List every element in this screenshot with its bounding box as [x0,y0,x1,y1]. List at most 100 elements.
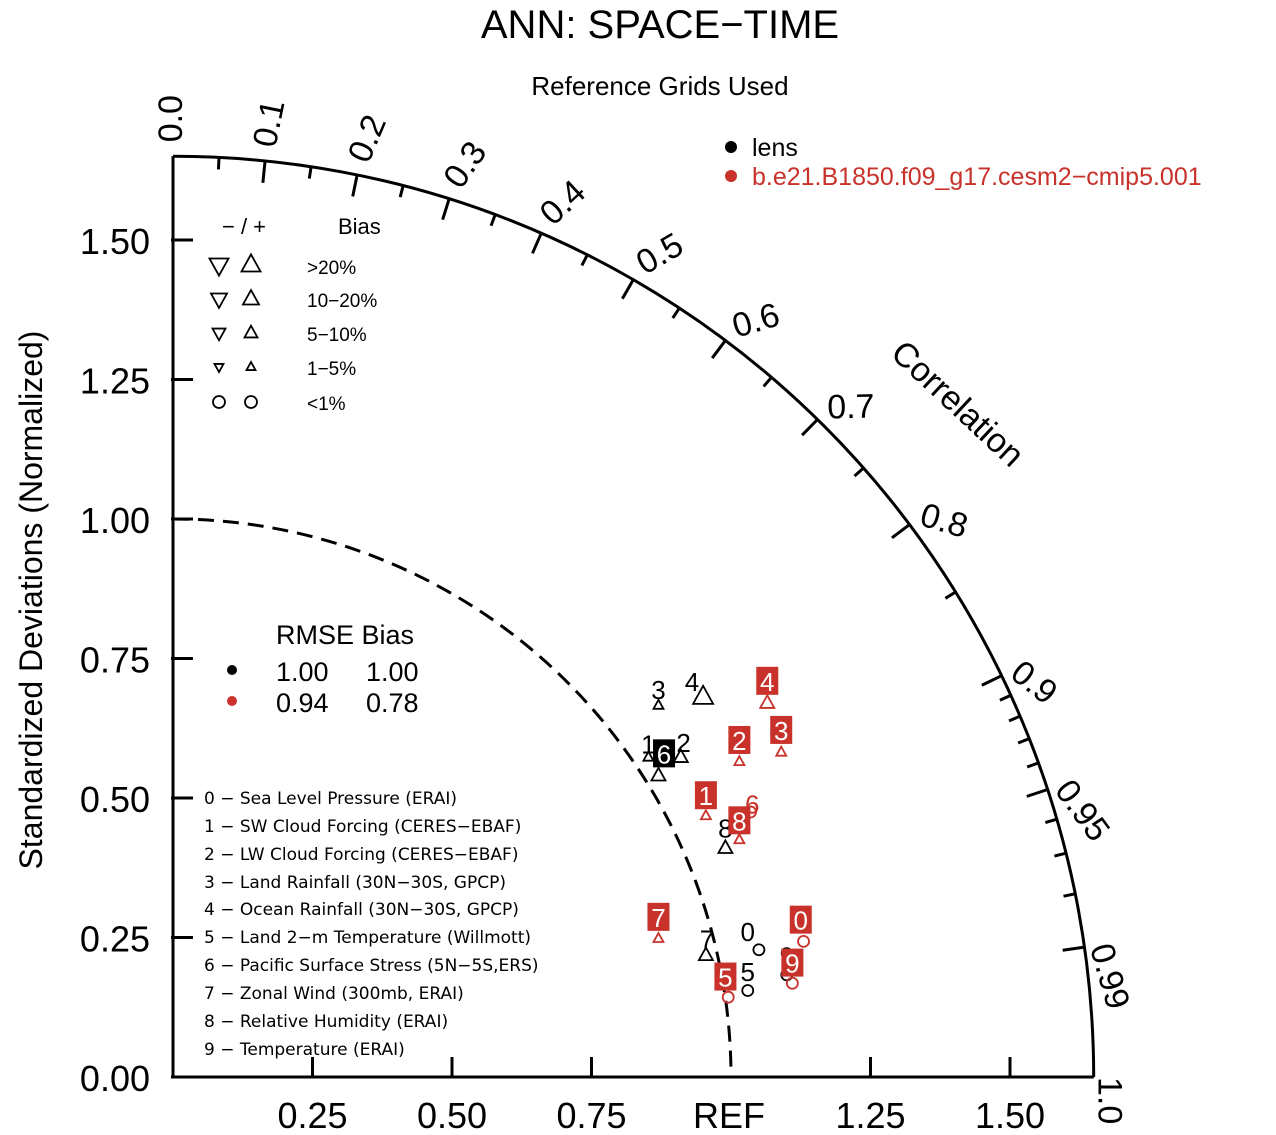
chart-title: ANN: SPACE−TIME [481,3,839,47]
variable-item: 7 − Zonal Wind (300mb, ERAI) [204,984,464,1004]
point-label-box [756,666,779,695]
correlation-tick [981,674,1003,687]
point-label: 0 [741,917,755,947]
y-tick-label: 1.00 [80,500,150,541]
correlation-minor-tick [762,376,773,388]
correlation-minor-tick [1044,817,1058,825]
correlation-tick [891,523,911,539]
data-point [699,808,713,821]
x-tick-label: 0.75 [556,1095,626,1135]
point-label: 5 [718,963,732,993]
y-tick-label: 0.75 [80,640,150,681]
correlation-tick [1062,945,1085,952]
y-tick-label: 0.25 [80,919,150,960]
series-legend-marker-lens [725,141,737,153]
point-label: 8 [732,806,746,836]
variable-item: 1 − SW Cloud Forcing (CERES−EBAF) [204,817,521,837]
correlation-arc [172,154,1096,1078]
data-point [641,749,655,762]
bias-legend-marker-positive [242,323,260,339]
point-label: 3 [774,716,788,746]
bias-legend-row-label: <1% [307,394,346,415]
bias-legend-value: 0.78 [366,688,419,718]
correlation-tick [261,160,267,183]
bias-legend-marker-positive [244,395,258,409]
correlation-tick-label: 1.0 [1091,1077,1129,1124]
data-point [732,754,746,767]
bias-legend-row-label: >20% [307,258,356,279]
correlation-tick [441,198,451,221]
bias-legend-value: 1.00 [366,657,419,687]
variable-item: 4 − Ocean Rainfall (30N−30S, GPCP) [204,900,519,920]
correlation-minor-tick [1026,761,1039,769]
data-point [672,747,690,763]
point-label: 1 [641,729,655,759]
bias-legend-row-label: 5−10% [307,325,367,346]
data-point [716,838,734,854]
data-point [721,990,735,1004]
correlation-tick-label: 0.6 [728,296,784,346]
y-tick-label: 1.50 [80,221,150,262]
series-legend-label: b.e21.B1850.f09_g17.cesm2−cmip5.001 [752,163,1202,191]
correlation-minor-tick [489,214,497,227]
x-tick-label: 1.25 [835,1095,905,1135]
correlation-minor-tick [944,590,957,600]
x-tick-label: 0.25 [277,1095,347,1135]
series-legend: lens b.e21.B1850.f09_g17.cesm2−cmip5.001 [725,134,1202,191]
data-point [797,935,810,948]
data-point [649,766,667,782]
reference-arc [172,517,733,1078]
bias-legend-marker-negative [209,292,229,310]
rmse-legend: RMSE Bias 1.00 1.00 0.94 0.78 [227,620,419,718]
correlation-minor-tick [398,185,405,198]
variable-item: 3 − Land Rainfall (30N−30S, GPCP) [204,873,506,893]
point-label-box [714,962,737,991]
bias-legend-marker-negative [207,257,231,278]
y-tick-label: 1.25 [80,361,150,402]
variable-item: 2 − LW Cloud Forcing (CERES−EBAF) [204,845,518,865]
rmse-legend-marker-cesm2 [227,696,237,706]
variable-item: 0 − Sea Level Pressure (ERAI) [204,789,457,809]
point-label: 7 [700,925,714,955]
correlation-minor-tick [1008,714,1021,723]
correlation-tick [621,278,635,300]
data-point [758,693,776,709]
variable-item: 8 − Relative Humidity (ERAI) [204,1012,448,1032]
point-label-box [653,739,676,768]
correlation-tick-label: 0.5 [630,226,690,283]
bias-legend-title: Bias [338,214,381,239]
bias-legend: − / + Bias >20% 10−20% 5−10% 1−5% <1% [207,214,381,415]
correlation-tick [351,174,359,197]
y-tick-label: 0.50 [80,779,150,820]
correlation-minor-tick [671,307,681,319]
correlation-axis-label: Correlation [884,333,1032,474]
point-label-box [728,806,751,835]
point-label-box [647,902,670,931]
bias-legend-row-label: 10−20% [307,291,377,312]
correlation-tick [531,232,543,254]
variable-list: 0 − Sea Level Pressure (ERAI) 1 − SW Clo… [204,789,539,1060]
axes: 0.000.250.500.751.001.251.500.25 0.50 0.75… [80,95,1137,1135]
correlation-minor-tick [999,693,1012,702]
bias-legend-row-label: 1−5% [307,359,356,380]
data-point [691,683,715,705]
correlation-tick-label: 0.95 [1047,773,1117,849]
y-axis-label: Standardized Deviations (Normalized) [13,331,49,870]
data-point [651,697,665,710]
rmse-legend-header: RMSE Bias [276,620,414,650]
correlation-minor-tick [216,157,221,170]
bias-legend-marker-negative [212,395,226,409]
correlation-tick-label: 0.0 [152,95,190,142]
data-point [774,744,788,757]
bias-legend-marker-negative [212,363,226,374]
point-label: 9 [785,949,799,979]
point-label: 2 [732,726,746,756]
data-point [741,984,755,997]
chart-subtitle: Reference Grids Used [531,71,788,101]
bias-legend-marker-positive [244,360,258,371]
bias-legend-signs: − / + [222,214,266,239]
rmse-legend-marker-lens [227,665,237,675]
point-label: 3 [651,675,665,705]
correlation-minor-tick [1063,892,1076,898]
correlation-tick [711,339,727,359]
